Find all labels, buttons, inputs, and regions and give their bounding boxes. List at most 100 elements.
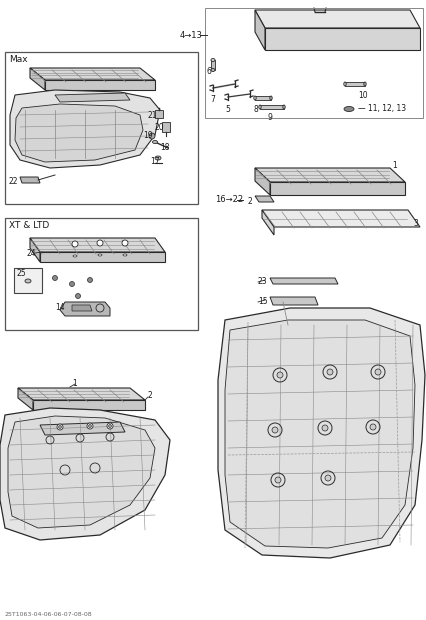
Bar xyxy=(204,8,422,118)
Ellipse shape xyxy=(282,105,285,109)
Circle shape xyxy=(57,424,63,430)
Text: 8: 8 xyxy=(253,105,258,113)
Polygon shape xyxy=(225,320,414,548)
Text: 20: 20 xyxy=(155,123,164,131)
Polygon shape xyxy=(218,308,424,558)
Polygon shape xyxy=(254,96,271,100)
Polygon shape xyxy=(18,388,33,410)
Text: 17: 17 xyxy=(150,157,159,167)
Polygon shape xyxy=(155,110,163,118)
Polygon shape xyxy=(161,122,170,132)
Circle shape xyxy=(52,275,58,280)
Text: 1: 1 xyxy=(391,161,396,171)
Ellipse shape xyxy=(98,254,102,256)
Bar xyxy=(14,268,42,293)
Text: 2: 2 xyxy=(148,391,153,401)
Circle shape xyxy=(88,425,91,428)
Polygon shape xyxy=(15,104,143,162)
Polygon shape xyxy=(40,252,164,262)
Text: 9: 9 xyxy=(268,112,272,122)
Polygon shape xyxy=(269,297,317,305)
Ellipse shape xyxy=(269,96,271,100)
Polygon shape xyxy=(55,93,130,102)
Circle shape xyxy=(96,304,104,312)
Circle shape xyxy=(72,241,78,247)
Circle shape xyxy=(326,369,332,375)
Circle shape xyxy=(97,240,103,246)
Text: 2: 2 xyxy=(248,198,252,206)
Text: 18: 18 xyxy=(160,143,169,153)
Polygon shape xyxy=(262,210,273,235)
Text: 24: 24 xyxy=(27,249,37,257)
Circle shape xyxy=(69,281,74,286)
Ellipse shape xyxy=(210,68,215,71)
Circle shape xyxy=(149,133,155,139)
Circle shape xyxy=(107,423,113,429)
Text: 1: 1 xyxy=(72,378,77,388)
Text: XT & LTD: XT & LTD xyxy=(9,221,49,229)
Text: 23: 23 xyxy=(257,278,267,286)
Text: 10: 10 xyxy=(357,91,367,99)
Polygon shape xyxy=(269,278,337,284)
Text: Max: Max xyxy=(9,55,28,63)
Polygon shape xyxy=(210,60,215,70)
Circle shape xyxy=(122,240,128,246)
Polygon shape xyxy=(30,68,45,90)
Polygon shape xyxy=(254,10,265,50)
Text: — 11, 12, 13: — 11, 12, 13 xyxy=(357,105,405,113)
Circle shape xyxy=(324,475,330,481)
Circle shape xyxy=(271,427,277,433)
Circle shape xyxy=(108,425,111,428)
Bar xyxy=(5,52,198,204)
Text: 25T1063-04-06-06-07-08-08: 25T1063-04-06-06-07-08-08 xyxy=(5,613,92,618)
Circle shape xyxy=(369,424,375,430)
Text: 3: 3 xyxy=(412,218,417,228)
Circle shape xyxy=(276,372,282,378)
Ellipse shape xyxy=(258,105,261,109)
Polygon shape xyxy=(254,10,419,28)
Text: 4→13: 4→13 xyxy=(180,30,202,40)
Circle shape xyxy=(374,369,380,375)
Polygon shape xyxy=(262,210,419,227)
Text: 16→22: 16→22 xyxy=(215,195,242,205)
Polygon shape xyxy=(0,408,170,540)
Polygon shape xyxy=(33,400,145,410)
Polygon shape xyxy=(30,68,155,80)
Ellipse shape xyxy=(123,254,127,256)
Circle shape xyxy=(321,425,327,431)
Polygon shape xyxy=(72,305,92,311)
Polygon shape xyxy=(269,182,404,195)
Polygon shape xyxy=(265,28,419,50)
Ellipse shape xyxy=(343,82,345,86)
Circle shape xyxy=(58,425,61,428)
Polygon shape xyxy=(45,80,155,90)
Text: 7: 7 xyxy=(210,95,214,105)
Polygon shape xyxy=(20,177,40,183)
Ellipse shape xyxy=(343,107,353,112)
Text: 21: 21 xyxy=(148,110,157,120)
Circle shape xyxy=(87,278,92,283)
Ellipse shape xyxy=(25,279,31,283)
Polygon shape xyxy=(18,388,145,400)
Polygon shape xyxy=(254,168,404,182)
Polygon shape xyxy=(30,238,164,252)
Text: 25: 25 xyxy=(17,268,26,278)
Circle shape xyxy=(274,477,280,483)
Text: 15: 15 xyxy=(257,298,267,306)
Text: 5: 5 xyxy=(225,105,229,113)
Polygon shape xyxy=(60,302,110,316)
Polygon shape xyxy=(17,278,38,284)
Text: 14: 14 xyxy=(55,304,64,312)
Ellipse shape xyxy=(73,255,77,257)
Polygon shape xyxy=(259,105,283,109)
Polygon shape xyxy=(10,90,160,168)
Polygon shape xyxy=(40,422,125,435)
Circle shape xyxy=(75,293,81,298)
Ellipse shape xyxy=(155,156,161,160)
Polygon shape xyxy=(344,82,364,86)
Polygon shape xyxy=(254,168,269,195)
Ellipse shape xyxy=(253,96,256,100)
Ellipse shape xyxy=(210,58,215,61)
Polygon shape xyxy=(8,416,155,528)
Ellipse shape xyxy=(363,82,366,86)
